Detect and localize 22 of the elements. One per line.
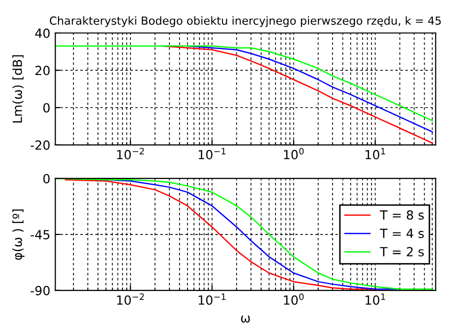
y-axis-title: Lm(ω) [dB] <box>12 55 24 123</box>
legend-label: T = 8 s <box>380 210 424 220</box>
x-tick-label: 10$^{1}$ <box>366 294 386 305</box>
x-tick-label: 10$^{−2}$ <box>117 148 144 160</box>
x-tick-label: 10$^{1}$ <box>366 148 386 160</box>
y-tick-label: -90 <box>30 286 50 296</box>
y-tick-label: 20 <box>35 66 50 76</box>
y-tick-label: -20 <box>30 140 50 150</box>
y-tick-label: 0 <box>43 103 50 113</box>
x-tick-label: 10$^{0}$ <box>284 148 304 160</box>
chart-title: Charakterystyki Bodego obiektu inercyjnego pierwszego rzędu, k = 45 <box>50 16 441 27</box>
y-tick-label: 0 <box>43 174 50 184</box>
legend-label: T = 2 s <box>380 246 424 256</box>
x-tick-label: 10$^{0}$ <box>284 293 304 305</box>
x-tick-label: 10$^{−1}$ <box>198 294 226 305</box>
x-axis-title: ω <box>241 316 250 323</box>
x-tick-label: 10$^{−2}$ <box>117 293 144 305</box>
y-tick-label: 40 <box>35 28 50 38</box>
y-tick-label: -45 <box>30 230 50 240</box>
y-axis-title: φ(ω ) [º] <box>12 209 24 260</box>
legend-label: T = 4 s <box>380 228 424 238</box>
x-tick-label: 10$^{−1}$ <box>198 148 226 160</box>
